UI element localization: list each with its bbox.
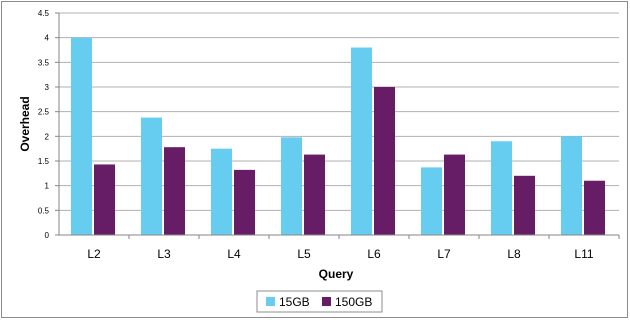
legend-label-150GB: 150GB [335, 295, 372, 309]
bar-15GB-L7 [421, 167, 442, 235]
bar-150GB-L7 [444, 154, 465, 235]
y-tick-label: 2 [45, 132, 50, 141]
bar-150GB-L4 [234, 169, 255, 235]
y-tick-label: 4.5 [38, 9, 50, 18]
bar-15GB-L8 [491, 141, 512, 235]
x-tick-label: L7 [437, 247, 451, 261]
bar-15GB-L3 [141, 117, 162, 235]
bar-15GB-L11 [561, 136, 582, 235]
y-tick-label: 3.5 [38, 58, 50, 67]
bar-15GB-L6 [351, 47, 372, 236]
x-tick-label: L4 [227, 247, 241, 261]
y-tick-label: 1 [45, 182, 50, 191]
y-tick-label: 1.5 [38, 157, 50, 166]
bar-150GB-L2 [94, 164, 115, 235]
bar-15GB-L2 [71, 37, 92, 235]
x-tick-label: L5 [297, 247, 311, 261]
x-tick-label: L6 [367, 247, 381, 261]
x-tick-label: L11 [574, 247, 593, 261]
legend-box [256, 290, 383, 313]
y-axis-ticks: 0 0.5 1 1.5 2 2.5 3 3.5 4 4.5 [38, 9, 59, 240]
x-axis-title: Query [319, 267, 354, 281]
y-tick-label: 2.5 [38, 108, 50, 117]
legend-label-15GB: 15GB [279, 295, 310, 309]
legend: 15GB 150GB [256, 290, 383, 313]
y-tick-label: 0.5 [38, 206, 50, 215]
y-tick-label: 0 [45, 231, 50, 240]
bar-15GB-L4 [211, 148, 232, 235]
bar-150GB-L6 [374, 87, 395, 235]
bar-150GB-L3 [164, 147, 185, 235]
x-tick-label: L2 [87, 247, 101, 261]
x-tick-label: L3 [157, 247, 171, 261]
y-tick-label: 4 [45, 34, 50, 43]
legend-swatch-15GB [266, 297, 275, 306]
bars [71, 37, 605, 236]
bar-15GB-L5 [281, 137, 302, 235]
x-axis-ticks: L2 L3 L4 L5 L6 L7 L8 L11 [87, 235, 620, 261]
y-tick-label: 3 [45, 83, 50, 92]
bar-150GB-L8 [514, 175, 535, 235]
x-tick-label: L8 [507, 247, 521, 261]
y-axis-title: Overhead [18, 96, 32, 151]
legend-swatch-150GB [322, 297, 331, 306]
bar-150GB-L5 [304, 154, 325, 235]
bar-150GB-L11 [584, 180, 605, 235]
